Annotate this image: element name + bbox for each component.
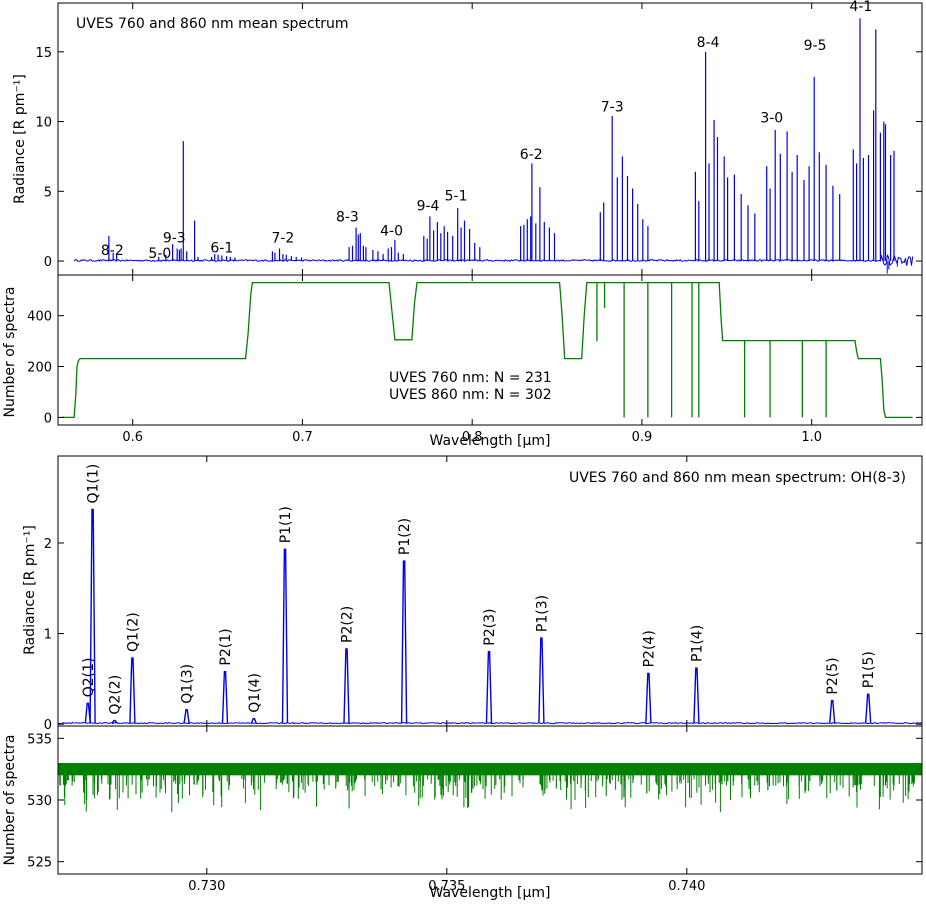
p2-xlabel: Wavelength [µm] <box>430 433 551 449</box>
p0-ytick-label: 10 <box>35 116 52 131</box>
p3-ylabel: Radiance [R pm⁻¹] <box>22 525 38 655</box>
p4-plot-area <box>58 763 922 813</box>
panel-spectrum-overview: 8-2 5-09-3 6-1 7-2 8-3 4-0 9-4 5-1 6-2 7-3 8-4 3-0 9… <box>12 0 923 276</box>
p2-legend-line-860: UVES 860 nm: N = 302 <box>389 387 552 403</box>
p0-ytick-label: 15 <box>35 46 52 61</box>
p3-emission-line <box>538 637 545 724</box>
p1-band-label: 9-3 <box>163 230 186 246</box>
p4-xlabel: Wavelength [µm] <box>430 885 551 901</box>
p2-plot-area <box>62 281 913 419</box>
p3-emission-line <box>281 548 289 724</box>
p2-ylabel: Number of spectra <box>2 287 18 418</box>
p3-ytick-label: 530 <box>27 794 52 809</box>
p1-axes: 0 5 10 15 <box>35 3 922 275</box>
p3-line-label: P1(1) <box>278 506 294 543</box>
p3-emission-line <box>183 708 190 724</box>
p3-xtick-label: 0.735 <box>428 879 465 894</box>
p4-frame <box>57 725 923 875</box>
p3-emission-line <box>693 667 700 724</box>
p3-emission-line <box>221 670 229 724</box>
p2-legend-line-760: UVES 760 nm: N = 231 <box>389 370 552 386</box>
p1-xtick-label: 0.9 <box>632 430 653 445</box>
p2-spectra-count-line <box>62 281 913 419</box>
p3-xtick-label: 0.730 <box>188 879 225 894</box>
p3-emission-line <box>129 657 136 724</box>
p3-line-label: P1(3) <box>534 595 550 632</box>
p4-count-dips <box>59 770 915 813</box>
p2-ytick-label: 1 <box>44 628 52 643</box>
panel-number-of-spectra: 0.6 0.7 0.8 0.9 1.0 0 200 400 UVES 760 nm: N = … <box>2 274 923 449</box>
p1-band-label: 8-4 <box>697 35 720 51</box>
panel-oh-8-3-number-of-spectra: 0.730 0.735 0.740 525 530 535 Number of spect… <box>2 725 923 901</box>
p3-annotation: UVES 760 and 860 nm mean spectrum: OH(8-… <box>569 470 906 486</box>
p1-ytick-label: 0 <box>44 411 52 426</box>
p3-emission-line <box>250 718 257 724</box>
p3-ytick-label: 535 <box>27 732 52 747</box>
p2-ytick-label: 0 <box>44 718 52 733</box>
p3-line-label: P1(4) <box>689 625 705 662</box>
p1-band-label: 6-1 <box>210 240 233 256</box>
p1-band-label: 8-3 <box>336 210 359 226</box>
p3-line-label: Q1(3) <box>180 664 196 704</box>
p1-band-label: 5-1 <box>445 189 468 205</box>
p1-band-label: 6-2 <box>520 147 543 163</box>
p3-emission-line <box>865 693 872 724</box>
p3-line-label: P1(2) <box>397 518 413 555</box>
p4-axes: 0.730 0.735 0.740 525 530 535 <box>27 726 922 894</box>
p3-emission-line <box>400 560 408 724</box>
p0-ytick-label: 0 <box>44 255 52 270</box>
p3-xtick-label: 0.740 <box>668 879 705 894</box>
panel-oh-8-3-spectrum: Q2(1) Q1(1) Q2(2) Q1(2) Q1(3) P2(1) Q1(4) P1(1)… <box>22 455 923 733</box>
p3-axes: 0 1 2 <box>44 456 922 733</box>
p1-xtick-label: 0.8 <box>462 430 483 445</box>
p3-line-label: Q1(1) <box>86 464 102 504</box>
p1-band-label: 9-4 <box>417 198 440 214</box>
p3-line-label: P2(4) <box>641 630 657 667</box>
p1-band-label: 4-0 <box>380 224 403 240</box>
p1-band-label: 4-1 <box>849 0 872 15</box>
p3-line-label: P2(2) <box>340 606 356 643</box>
p3-ytick-label: 525 <box>27 856 52 871</box>
p0-ytick-label: 5 <box>44 185 52 200</box>
p1-xtick-label: 0.7 <box>292 430 313 445</box>
p1-annotation: UVES 760 and 860 nm mean spectrum <box>76 16 349 32</box>
p3-line-label: P1(5) <box>861 651 877 688</box>
p1-ytick-label: 200 <box>27 361 52 376</box>
p3-line-label: Q1(4) <box>247 673 263 713</box>
p2-frame <box>57 274 923 426</box>
p3-line-label: Q2(2) <box>108 675 124 715</box>
p1-ytick-label: 400 <box>27 310 52 325</box>
p1-band-label: 7-3 <box>601 99 624 115</box>
p3-emission-line <box>111 719 118 724</box>
p3-line-label: Q2(1) <box>81 658 97 698</box>
p1-ylabel: Radiance [R pm⁻¹] <box>12 74 28 204</box>
p3-emission-line <box>645 672 652 724</box>
p1-band-label: 7-2 <box>271 230 294 246</box>
p2-ytick-label: 2 <box>44 537 52 552</box>
p3-plot-area: Q2(1) Q1(1) Q2(2) Q1(2) Q1(3) P2(1) Q1(4) P1(1)… <box>57 464 923 725</box>
p2-axes: 0.6 0.7 0.8 0.9 1.0 0 200 400 <box>27 275 922 445</box>
p3-emission-line <box>485 651 493 724</box>
p1-baseline-noise <box>73 254 914 266</box>
p3-line-label: P2(1) <box>218 628 234 665</box>
p1-band-label: 3-0 <box>760 111 783 127</box>
p3-baseline <box>57 721 923 725</box>
p3-emission-line <box>84 702 91 724</box>
p1-plot-area: 8-2 5-09-3 6-1 7-2 8-3 4-0 9-4 5-1 6-2 7-3 8-4 3-0 9… <box>73 0 914 274</box>
p1-xtick-label: 0.6 <box>122 430 143 445</box>
p3-emission-line <box>343 648 350 724</box>
p3-emission-line <box>829 699 836 724</box>
p3-emission-line <box>89 508 96 724</box>
p3-line-label: Q1(2) <box>125 612 141 652</box>
p3-line-label: P2(3) <box>482 609 498 646</box>
p4-ylabel: Number of spectra <box>2 735 18 866</box>
p3-line-label: P2(5) <box>825 657 841 694</box>
p4-count-band <box>58 763 922 776</box>
p1-band-label: 5-0 <box>148 246 171 262</box>
p1-xtick-label: 1.0 <box>801 430 822 445</box>
p1-band-label: 9-5 <box>804 38 827 54</box>
p1-band-label: 8-2 <box>101 243 124 259</box>
